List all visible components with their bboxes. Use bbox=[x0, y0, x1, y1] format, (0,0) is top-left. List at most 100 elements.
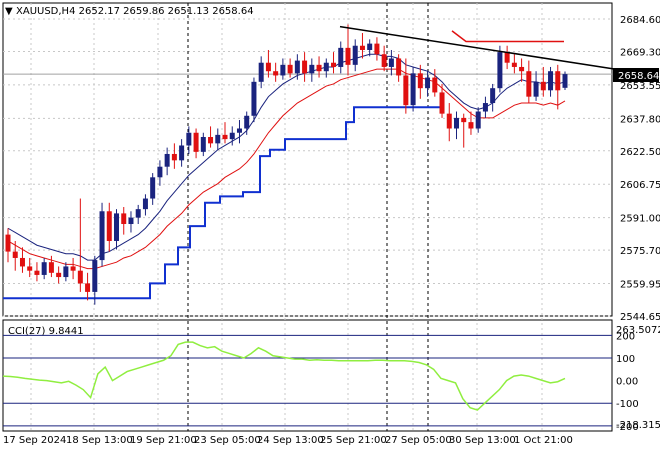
candle-body bbox=[425, 77, 431, 89]
cci-level-label: -100 bbox=[616, 399, 639, 410]
candle-body bbox=[302, 60, 308, 74]
candle-body bbox=[439, 92, 445, 114]
x-tick-label: 30 Sep 13:00 bbox=[449, 435, 516, 446]
candle-body bbox=[5, 234, 11, 252]
candle-body bbox=[135, 209, 141, 218]
resistance-trendline bbox=[339, 25, 616, 70]
candle-body bbox=[171, 153, 177, 161]
main-panel-border bbox=[2, 2, 613, 317]
candle-body bbox=[374, 43, 380, 55]
candle-body bbox=[475, 111, 481, 129]
candle-body bbox=[359, 45, 365, 50]
y-tick-label: 2637.80 bbox=[620, 114, 660, 125]
candle-body bbox=[497, 52, 503, 89]
candle-body bbox=[41, 262, 47, 275]
candle-body bbox=[186, 132, 192, 146]
candle-body bbox=[519, 66, 525, 72]
candle-body bbox=[179, 145, 185, 161]
red-marker-line bbox=[451, 30, 564, 43]
candle-body bbox=[106, 211, 112, 241]
candle-body bbox=[396, 58, 402, 76]
support-line bbox=[3, 106, 443, 300]
candle-body bbox=[417, 73, 423, 89]
support-step-path bbox=[3, 106, 443, 300]
y-tick-label: 2669.30 bbox=[620, 47, 660, 58]
candle-body bbox=[511, 62, 517, 67]
cci-level-label: 100 bbox=[616, 354, 635, 365]
x-tick-label: 25 Sep 21:00 bbox=[320, 435, 387, 446]
candle-body bbox=[331, 62, 337, 67]
candle-body bbox=[200, 136, 206, 152]
y-tick-label: 2622.50 bbox=[620, 147, 660, 158]
candle-body bbox=[548, 71, 554, 91]
candle-body bbox=[27, 266, 33, 271]
x-tick-label: 23 Sep 05:00 bbox=[194, 435, 261, 446]
candle-body bbox=[222, 134, 228, 140]
x-tick-label: 24 Sep 13:00 bbox=[257, 435, 324, 446]
candle-body bbox=[229, 132, 235, 140]
candle-body bbox=[287, 64, 293, 74]
candle-body bbox=[388, 58, 394, 67]
y-tick-label: 2606.75 bbox=[620, 180, 660, 191]
candle-body bbox=[403, 75, 409, 106]
candle-body bbox=[70, 266, 76, 271]
candle-body bbox=[208, 136, 214, 144]
candle-body bbox=[526, 71, 532, 97]
candle-body bbox=[562, 74, 568, 88]
candle-body bbox=[504, 52, 510, 63]
x-tick-label: 19 Sep 21:00 bbox=[130, 435, 197, 446]
candle-body bbox=[453, 117, 459, 129]
candle-body bbox=[12, 251, 18, 258]
candle-body bbox=[323, 62, 329, 72]
x-tick-label: 27 Sep 05:00 bbox=[385, 435, 452, 446]
symbol-line: XAUUSD,H4 2652.17 2659.86 2651.13 2658.6… bbox=[16, 6, 254, 17]
candle-body bbox=[410, 73, 416, 106]
candle-body bbox=[432, 77, 438, 93]
candle-body bbox=[555, 71, 561, 91]
axes: 2684.60 2669.30 2653.55 2637.80 2622.50 2606.… bbox=[3, 15, 660, 446]
candle-body bbox=[77, 270, 83, 284]
x-tick-label: 1 Oct 21:00 bbox=[514, 435, 573, 446]
cci-level-label: -200 bbox=[616, 422, 639, 433]
y-tick-label: 2544.65 bbox=[620, 312, 660, 323]
candle-body bbox=[468, 122, 474, 129]
chart-menu-icon[interactable]: ▼ bbox=[5, 6, 13, 17]
trendlines bbox=[339, 25, 616, 70]
cci-max-label: 263.5072 bbox=[616, 325, 660, 336]
candle-body bbox=[251, 81, 257, 116]
candle-body bbox=[533, 81, 539, 97]
candle-body bbox=[92, 260, 98, 292]
candle-body bbox=[157, 166, 163, 178]
y-tick-label: 2559.95 bbox=[620, 280, 660, 291]
candle-body bbox=[258, 62, 264, 82]
candle-body bbox=[244, 115, 250, 129]
candle-body bbox=[56, 272, 62, 278]
candle-body bbox=[19, 257, 25, 267]
indicator-panel-border bbox=[2, 319, 613, 432]
candle-body bbox=[294, 60, 300, 74]
candle-body bbox=[367, 43, 373, 50]
candle-body bbox=[215, 134, 221, 144]
candle-body bbox=[540, 81, 546, 91]
candle-body bbox=[316, 64, 322, 72]
cci-level-label: 200 bbox=[616, 331, 635, 342]
current-price-tag bbox=[613, 68, 659, 82]
x-tick-label: 18 Sep 13:00 bbox=[66, 435, 133, 446]
candle-body bbox=[265, 62, 271, 72]
cci-min-label: -218.3159 bbox=[616, 420, 660, 431]
candle-body bbox=[482, 103, 488, 112]
candle-body bbox=[461, 117, 467, 123]
ma-slow-line bbox=[7, 68, 566, 270]
candle-body bbox=[338, 47, 344, 67]
cci-indicator: 200 100 0.00 -100 -200 bbox=[2, 331, 639, 433]
candle-body bbox=[236, 128, 242, 133]
y-tick-label: 2591.00 bbox=[620, 214, 660, 225]
candle-body bbox=[150, 177, 156, 199]
y-tick-label: 2575.70 bbox=[620, 246, 660, 257]
cci-label: CCI(27) 9.8441 bbox=[8, 326, 84, 337]
candle-body bbox=[85, 283, 91, 292]
y-tick-label: 2653.55 bbox=[620, 81, 660, 92]
candle-body bbox=[128, 217, 134, 225]
